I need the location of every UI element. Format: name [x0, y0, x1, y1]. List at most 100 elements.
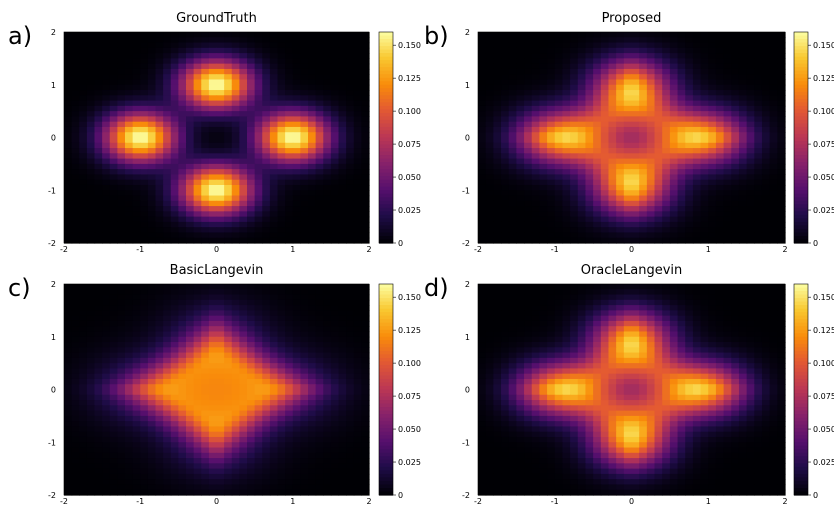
heatmap-cell [140, 105, 149, 112]
heatmap-cell [585, 68, 594, 75]
heatmap-cell [292, 294, 301, 301]
heatmap-cell [292, 384, 301, 391]
heatmap-cell [662, 184, 671, 191]
heatmap-cell [608, 32, 617, 38]
heatmap-cell [147, 431, 157, 438]
heatmap-cell [247, 221, 256, 228]
heatmap-cell [86, 79, 96, 86]
panel-letter: b) [424, 22, 449, 50]
heatmap-cell [186, 153, 195, 160]
heatmap-cell [292, 100, 301, 107]
heatmap-cell [155, 442, 164, 449]
heatmap-cell [269, 232, 279, 239]
heatmap-cell [723, 174, 732, 181]
heatmap-cell [554, 163, 564, 170]
heatmap-cell [315, 68, 324, 75]
panel-2: c)BasicLangevin-2 -1 0 1 2-2-101200.0250.050… [8, 263, 421, 506]
heatmap-cell [330, 421, 340, 428]
heatmap-cell [94, 442, 103, 449]
heatmap-cell [616, 184, 625, 191]
heatmap-cell [346, 179, 355, 186]
heatmap-cell [677, 53, 686, 59]
heatmap-cell [547, 47, 556, 54]
heatmap-cell [125, 452, 134, 459]
heatmap-cell [524, 126, 533, 133]
heatmap-cell [186, 326, 195, 333]
heatmap-cell [132, 363, 141, 370]
heatmap-cell [338, 232, 347, 239]
heatmap-cell [769, 100, 778, 107]
heatmap-cell [539, 116, 548, 123]
heatmap-cell [262, 111, 271, 118]
heatmap-cell [493, 221, 502, 228]
heatmap-cell [531, 116, 541, 123]
heatmap-cell [193, 294, 202, 301]
heatmap-cell [562, 237, 571, 244]
heatmap-cell [562, 137, 571, 144]
heatmap-cell [777, 79, 786, 86]
heatmap-cell [562, 63, 571, 70]
heatmap-cell [86, 484, 96, 491]
heatmap-cell [254, 436, 263, 443]
heatmap-cell [292, 357, 301, 364]
heatmap-cell [547, 68, 556, 75]
heatmap-cell [338, 468, 347, 475]
heatmap-cell [201, 227, 210, 234]
heatmap-cell [125, 206, 134, 212]
heatmap-cell [570, 190, 579, 197]
heatmap-cell [338, 405, 347, 412]
heatmap-cell [731, 126, 740, 133]
heatmap-cell [292, 174, 301, 181]
heatmap-cell [216, 200, 225, 207]
heatmap-cell [170, 211, 179, 218]
heatmap-cell [193, 84, 202, 91]
heatmap-cell [361, 100, 370, 107]
heatmap-cell [277, 74, 286, 81]
heatmap-cell [692, 237, 702, 244]
heatmap-cell [330, 400, 340, 406]
heatmap-cell [193, 58, 202, 65]
heatmap-cell [170, 394, 179, 401]
heatmap-cell [201, 206, 210, 212]
heatmap-cell [132, 447, 141, 454]
heatmap-cell [700, 142, 709, 149]
panel-1: b)Proposed-2 -1 0 1 2-2-101200.0250.0500.075… [424, 11, 834, 254]
heatmap-cell [777, 68, 786, 75]
heatmap-cell [292, 405, 301, 412]
heatmap-cell [109, 142, 118, 149]
heatmap-cell [163, 484, 172, 491]
heatmap-cell [269, 447, 279, 454]
heatmap-cell [147, 357, 157, 364]
heatmap-cell [224, 426, 233, 433]
heatmap-cell [94, 221, 103, 228]
heatmap-cell [285, 468, 294, 475]
heatmap-cell [715, 58, 725, 65]
heatmap-cell [531, 95, 541, 102]
heatmap-cell [125, 200, 134, 207]
heatmap-cell [155, 195, 164, 202]
colorbar-step [794, 183, 808, 188]
heatmap-cell [170, 326, 179, 333]
heatmap-cell [292, 126, 301, 133]
colorbar-step [794, 176, 808, 181]
heatmap-cell [493, 79, 502, 86]
heatmap-cell [117, 294, 126, 301]
heatmap-cell [669, 142, 679, 149]
heatmap-cell [623, 163, 633, 170]
heatmap-cell [577, 37, 587, 44]
heatmap-cell [493, 216, 502, 223]
heatmap-cell [308, 331, 317, 338]
heatmap-cell [330, 105, 340, 112]
heatmap-cell [338, 347, 347, 354]
heatmap-cell [254, 32, 263, 38]
heatmap-cell [155, 184, 164, 191]
heatmap-cell [700, 184, 709, 191]
heatmap-cell [170, 169, 179, 176]
heatmap-cell [201, 384, 210, 391]
heatmap-cell [570, 126, 579, 133]
heatmap-cell [71, 68, 80, 75]
heatmap-cell [338, 216, 347, 223]
heatmap-cell [608, 221, 617, 228]
heatmap-cell [269, 216, 279, 223]
heatmap-cell [631, 158, 640, 165]
